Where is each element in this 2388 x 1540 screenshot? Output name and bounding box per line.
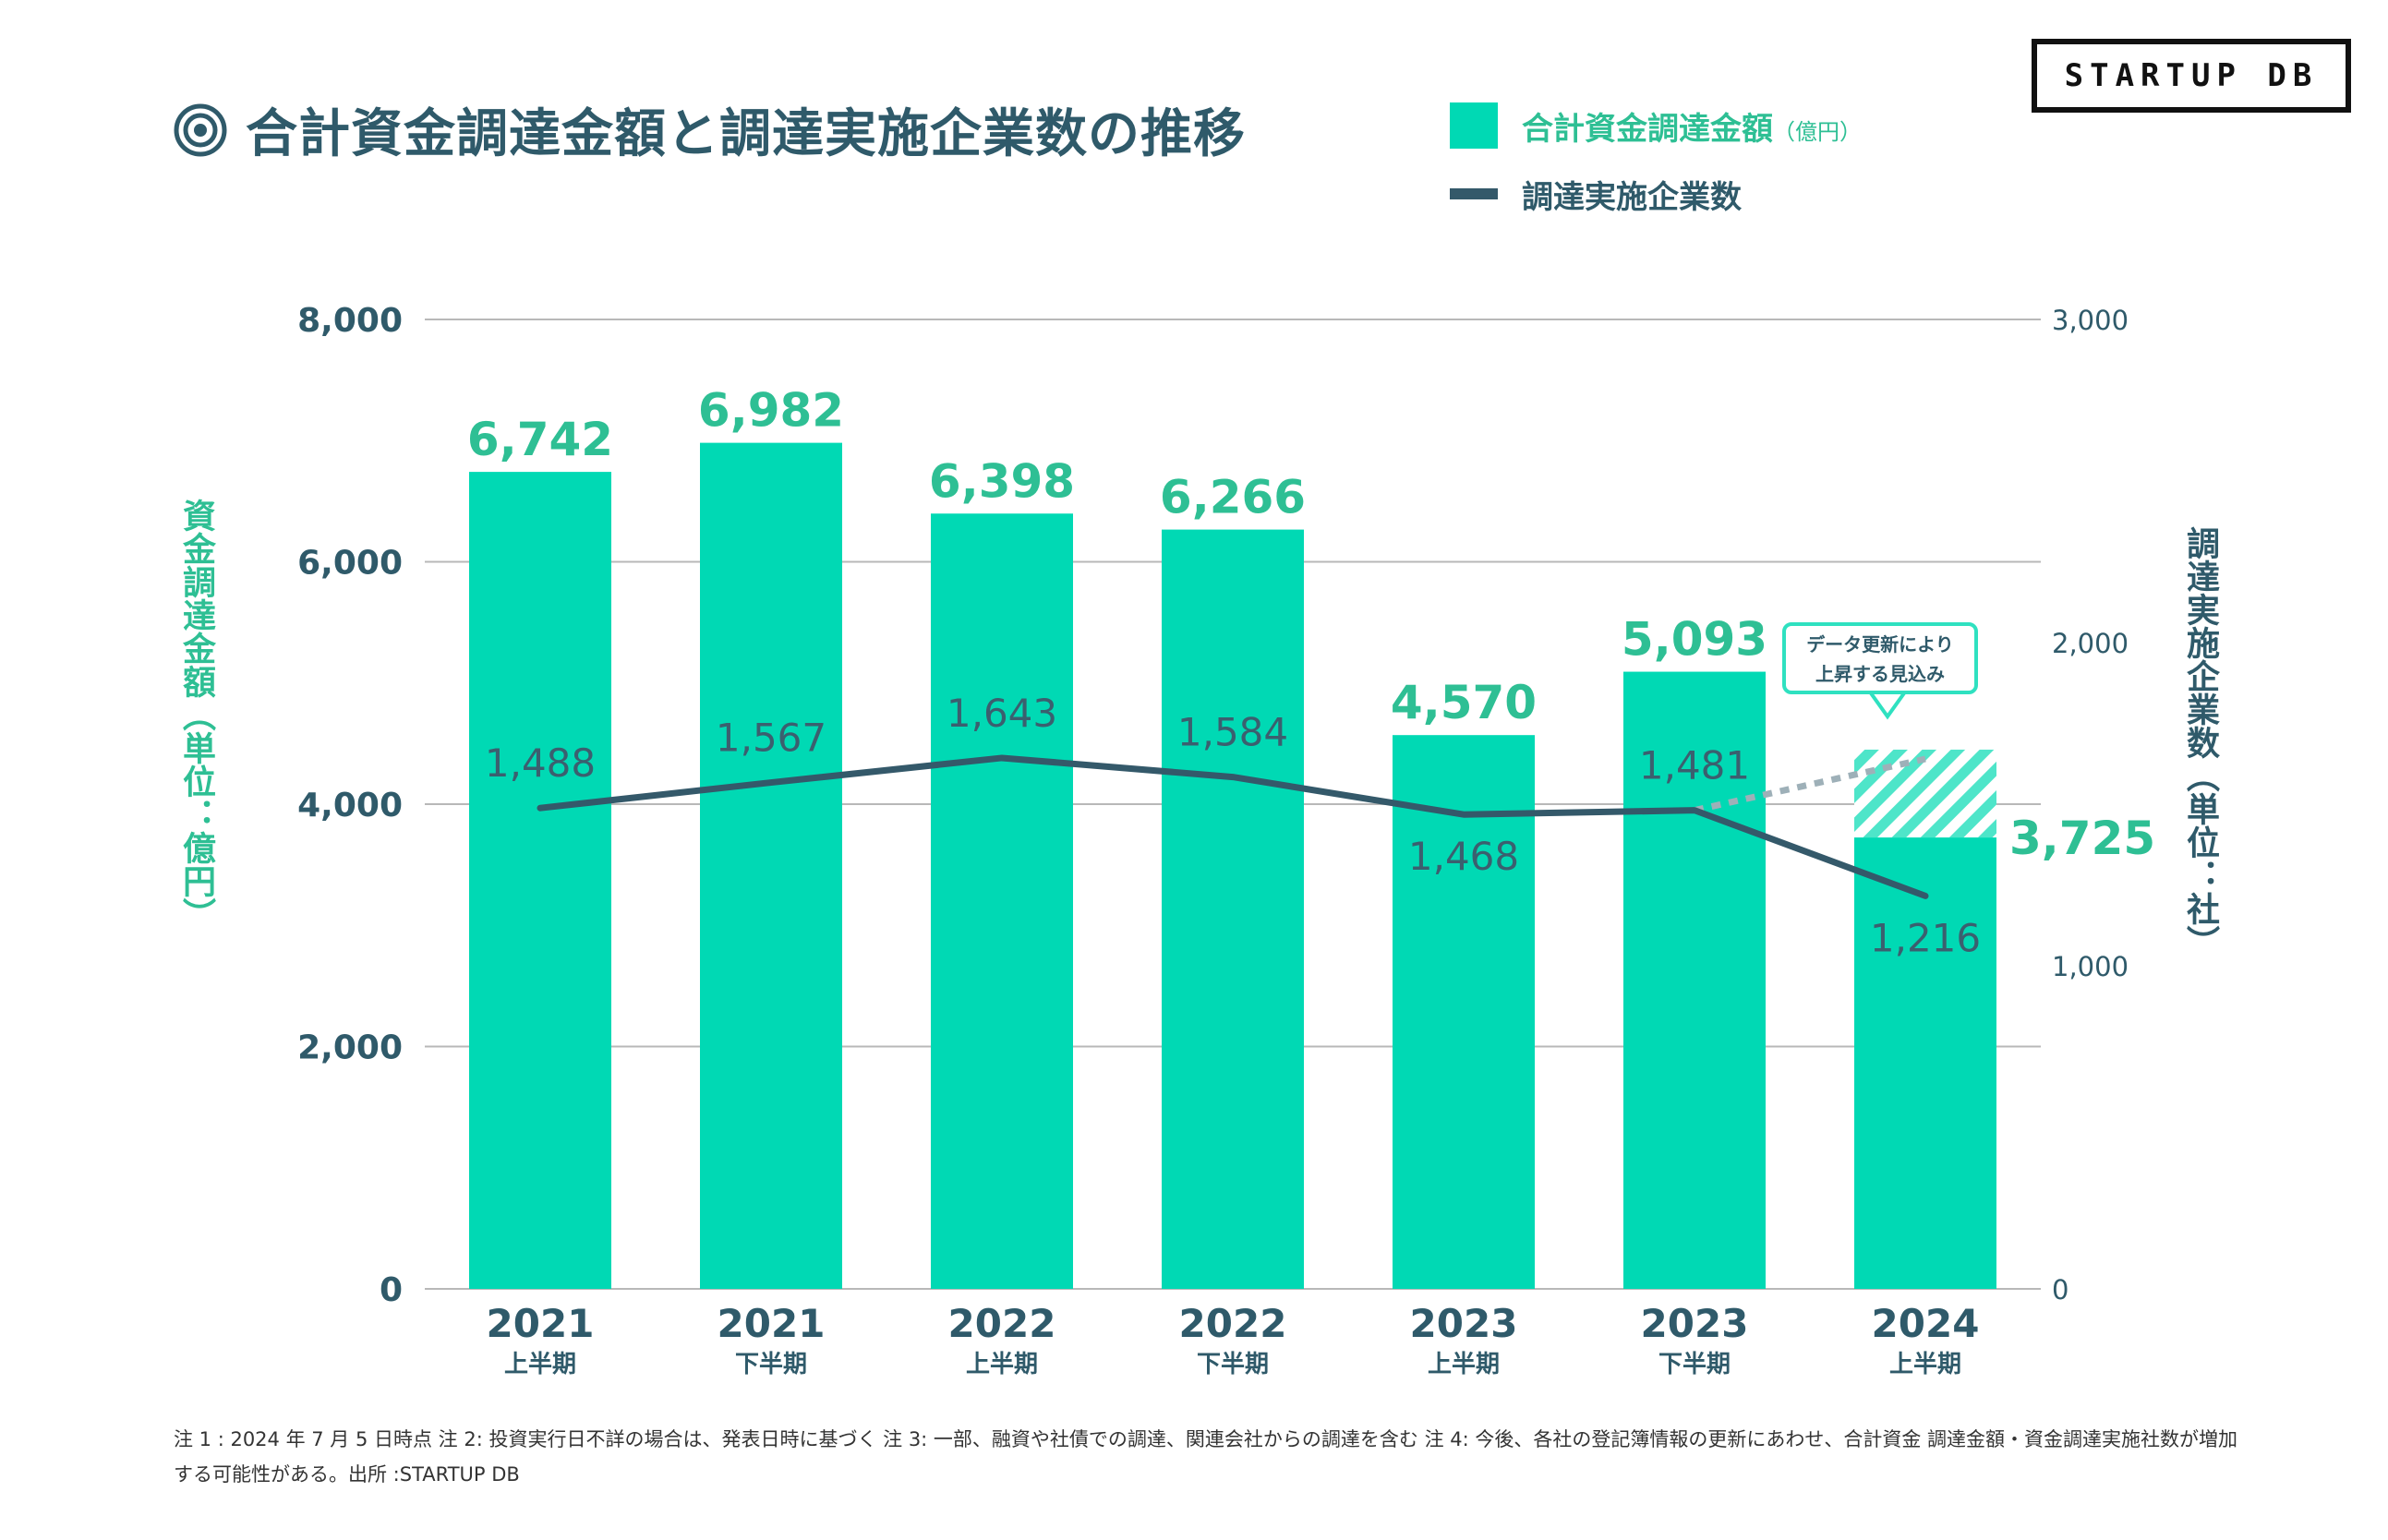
x-tick-year: 2022: [1179, 1301, 1287, 1346]
footnotes: 注 1 : 2024 年 7 月 5 日時点 注 2: 投資実行日不詳の場合は、…: [174, 1428, 2238, 1486]
legend-bar-swatch: [1450, 102, 1498, 149]
bar: [1623, 671, 1766, 1289]
legend-line-swatch: [1450, 188, 1498, 199]
legend-line-label: 調達実施企業数: [1522, 178, 1742, 216]
line-value-label: 1,488: [485, 740, 596, 786]
bar: [469, 472, 611, 1289]
callout-line-1: データ更新により: [1806, 633, 1954, 656]
left-tick-label: 8,000: [297, 302, 403, 340]
line-value-label: 1,481: [1639, 743, 1750, 788]
x-tick-half: 下半期: [1658, 1351, 1731, 1378]
right-tick-label: 0: [2052, 1274, 2068, 1305]
line-value-label: 1,216: [1870, 915, 1981, 960]
bar: [700, 442, 842, 1289]
projected-line-segment: [1694, 755, 1926, 814]
projection-callout: データ更新により 上昇する見込み: [1782, 622, 1978, 694]
target-icon: [174, 103, 227, 156]
line-value-label: 1,567: [716, 716, 826, 761]
bar: [1393, 735, 1535, 1289]
left-tick-label: 0: [380, 1271, 403, 1309]
x-tick-year: 2022: [948, 1301, 1056, 1346]
bar-value-label: 3,725: [2009, 812, 2155, 865]
x-tick-half: 下半期: [735, 1351, 807, 1378]
bar-value-label: 4,570: [1391, 676, 1537, 729]
right-axis-title: 調達実施企業数（単位：社）: [2181, 526, 2219, 958]
x-tick-half: 上半期: [966, 1351, 1038, 1378]
right-tick-label: 3,000: [2052, 305, 2129, 336]
x-tick-year: 2021: [487, 1301, 595, 1346]
x-tick-year: 2023: [1641, 1301, 1749, 1346]
left-axis-title: 資金調達金額（単位：億円）: [177, 499, 215, 931]
x-tick-year: 2023: [1410, 1301, 1518, 1346]
x-tick-year: 2021: [718, 1301, 826, 1346]
legend-item-bar: 合計資金調達金額（億円）: [1450, 100, 1862, 151]
line-value-label: 1,643: [947, 691, 1057, 736]
left-tick-label: 2,000: [297, 1029, 403, 1067]
legend: 合計資金調達金額（億円） 調達実施企業数: [1450, 100, 1862, 236]
bar: [1854, 837, 1996, 1289]
bar-value-label: 6,982: [698, 384, 844, 438]
line-value-label: 1,584: [1177, 710, 1288, 755]
page-title: 合計資金調達金額と調達実施企業数の推移: [246, 104, 1246, 164]
left-tick-label: 4,000: [297, 787, 403, 824]
line-value-label: 1,468: [1408, 834, 1519, 879]
chart-title-block: 合計資金調達金額と調達実施企業数の推移: [174, 92, 1246, 167]
x-tick-half: 下半期: [1197, 1351, 1269, 1378]
callout-pointer: [1865, 689, 1910, 720]
x-tick-half: 上半期: [1428, 1351, 1500, 1378]
bar-value-label: 6,266: [1160, 471, 1306, 524]
callout-line-2: 上昇する見込み: [1815, 663, 1945, 685]
bar: [931, 513, 1073, 1289]
left-tick-label: 6,000: [297, 545, 403, 583]
right-tick-label: 2,000: [2052, 628, 2129, 659]
projected-bar-extension: [1854, 749, 1996, 838]
bar-value-label: 6,398: [929, 454, 1075, 508]
legend-item-line: 調達実施企業数: [1450, 168, 1862, 220]
line-series: [537, 754, 1929, 899]
startup-db-logo: STARTUP DB: [2032, 39, 2351, 113]
right-tick-label: 1,000: [2052, 951, 2129, 982]
bar-value-label: 5,093: [1622, 613, 1767, 667]
bar-value-label: 6,742: [467, 413, 613, 466]
x-tick-half: 上半期: [1889, 1351, 1961, 1378]
x-tick-year: 2024: [1872, 1301, 1980, 1346]
x-tick-half: 上半期: [504, 1351, 576, 1378]
bar: [1162, 529, 1304, 1289]
legend-bar-label: 合計資金調達金額（億円）: [1522, 110, 1862, 148]
